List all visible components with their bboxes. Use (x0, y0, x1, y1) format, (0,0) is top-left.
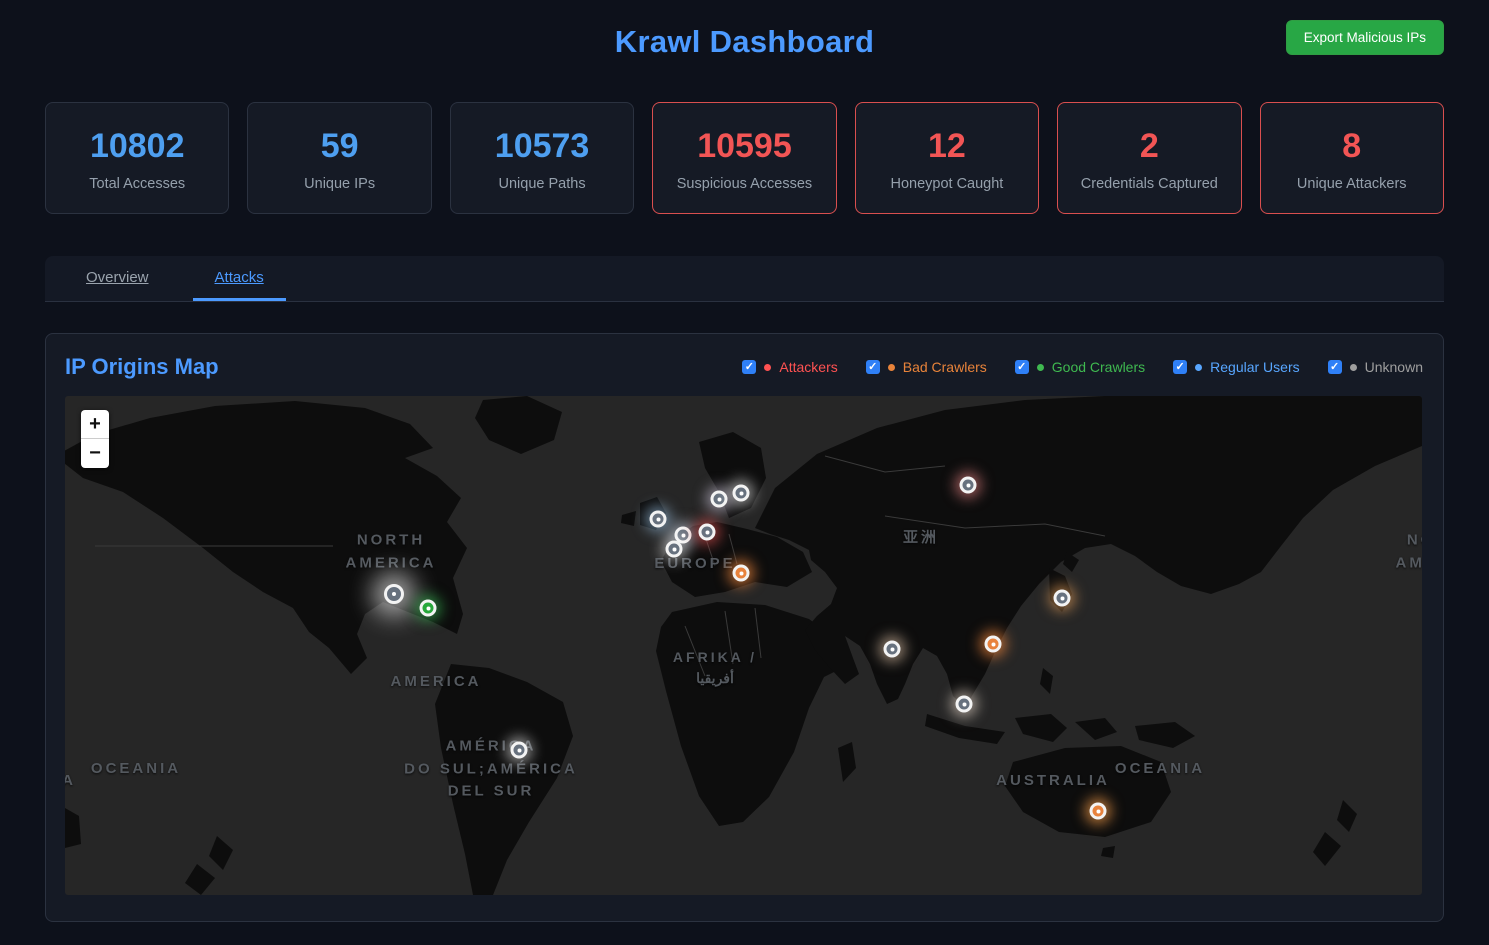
legend-checkbox-attackers[interactable]: ✓ (742, 360, 757, 375)
stat-label: Suspicious Accesses (676, 176, 813, 193)
legend-label-bad-crawlers: Bad Crawlers (902, 359, 987, 376)
stat-card-suspicious-accesses: 10595 Suspicious Accesses (652, 102, 837, 215)
stat-value: 10573 (494, 127, 590, 165)
zoom-out-button[interactable]: − (89, 442, 101, 465)
map-marker[interactable] (710, 490, 728, 508)
stat-card-unique-ips: 59 Unique IPs (247, 102, 432, 215)
export-malicious-ips-button[interactable]: Export Malicious IPs (1285, 20, 1444, 55)
map-marker[interactable] (1089, 802, 1107, 820)
map-legend: ✓ Attackers ✓ Bad Crawlers ✓ Good Crawlers ✓ Re… (742, 359, 1423, 375)
stat-card-honeypot-caught: 12 Honeypot Caught (854, 102, 1040, 215)
zoom-in-button[interactable]: + (81, 410, 109, 440)
map-marker[interactable] (665, 540, 683, 558)
map-marker[interactable] (984, 635, 1002, 653)
stat-value: 2 (1139, 127, 1159, 165)
stat-label: Credentials Captured (1080, 176, 1218, 193)
stat-label: Unique Attackers (1296, 176, 1407, 193)
stat-card-credentials-captured: 2 Credentials Captured (1057, 102, 1242, 215)
stat-label: Honeypot Caught (890, 176, 1004, 193)
header: Krawl Dashboard Export Malicious IPs (0, 0, 1489, 88)
stats-row: 10802 Total Accesses 59 Unique IPs 10573… (45, 102, 1444, 215)
legend-item-good-crawlers[interactable]: ✓ Good Crawlers (1014, 359, 1146, 376)
stat-value: 10802 (89, 127, 185, 165)
map-zoom-control: + − (81, 410, 109, 469)
legend-checkbox-bad-crawlers[interactable]: ✓ (865, 360, 880, 375)
map-panel-title: IP Origins Map (65, 354, 219, 380)
map-marker[interactable] (732, 484, 750, 502)
legend-dot-good-crawlers (1036, 363, 1044, 371)
map-marker[interactable] (698, 523, 716, 541)
legend-item-attackers[interactable]: ✓ Attackers (742, 359, 838, 376)
legend-item-regular-users[interactable]: ✓ Regular Users (1173, 359, 1300, 376)
stat-label: Unique Paths (498, 176, 586, 193)
legend-dot-regular-users (1195, 363, 1203, 371)
world-map-svg (65, 396, 1422, 896)
world-map[interactable]: + − NORTH AMERICA AMERICA EUROPE 亚洲 AFRIKA / أ… (65, 396, 1422, 896)
legend-dot-attackers (764, 363, 772, 371)
legend-label-unknown: Unknown (1364, 359, 1423, 376)
ip-origins-map-panel: IP Origins Map ✓ Attackers ✓ Bad Crawlers ✓ G… (45, 333, 1444, 923)
legend-label-regular-users: Regular Users (1210, 359, 1300, 376)
tab-overview[interactable]: Overview (86, 268, 149, 286)
map-marker[interactable] (384, 584, 404, 605)
map-marker[interactable] (955, 695, 973, 713)
legend-dot-unknown (1349, 363, 1357, 371)
stat-label: Total Accesses (89, 176, 186, 193)
stat-value: 8 (1342, 127, 1362, 165)
stat-card-unique-attackers: 8 Unique Attackers (1259, 102, 1444, 215)
legend-checkbox-unknown[interactable]: ✓ (1327, 360, 1342, 375)
map-marker[interactable] (510, 741, 528, 759)
tab-attacks[interactable]: Attacks (192, 256, 286, 302)
map-marker[interactable] (419, 599, 437, 617)
map-marker[interactable] (959, 476, 977, 494)
map-header: IP Origins Map ✓ Attackers ✓ Bad Crawlers ✓ G… (65, 354, 1423, 380)
stat-value: 59 (320, 127, 359, 165)
legend-dot-bad-crawlers (887, 363, 895, 371)
legend-checkbox-regular-users[interactable]: ✓ (1173, 360, 1188, 375)
legend-checkbox-good-crawlers[interactable]: ✓ (1014, 360, 1029, 375)
map-marker[interactable] (732, 564, 750, 582)
map-marker[interactable] (649, 510, 667, 528)
legend-label-attackers: Attackers (779, 359, 838, 376)
stat-value: 10595 (697, 127, 792, 165)
tab-bar: Overview Attacks (45, 256, 1444, 303)
legend-item-unknown[interactable]: ✓ Unknown (1327, 359, 1423, 376)
stat-card-total-accesses: 10802 Total Accesses (45, 102, 230, 215)
map-marker[interactable] (1053, 589, 1071, 607)
map-marker[interactable] (674, 526, 692, 544)
page-title: Krawl Dashboard (614, 24, 875, 59)
stat-value: 12 (927, 127, 966, 165)
stat-card-unique-paths: 10573 Unique Paths (449, 102, 635, 215)
map-marker[interactable] (883, 640, 901, 658)
legend-item-bad-crawlers[interactable]: ✓ Bad Crawlers (865, 359, 987, 376)
legend-label-good-crawlers: Good Crawlers (1051, 359, 1146, 376)
stat-label: Unique IPs (304, 176, 376, 193)
